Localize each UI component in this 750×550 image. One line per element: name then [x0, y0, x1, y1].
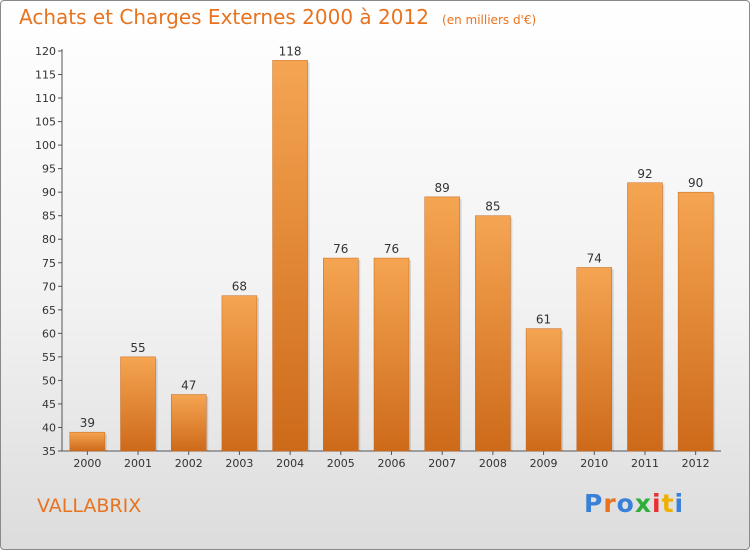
bar-value-label: 76: [384, 242, 399, 256]
bar-value-label: 61: [536, 313, 551, 327]
logo-letter: P: [584, 489, 604, 518]
x-tick-label: 2002: [175, 457, 203, 470]
x-tick-label: 2008: [479, 457, 507, 470]
axes: 35 40 45 50 55 60 65 70 75 80 85 90 95 100 105 110 115 12…: [35, 45, 721, 458]
x-tick-label: 2011: [631, 457, 659, 470]
y-tick-label: 95: [42, 163, 56, 176]
bar-value-label: 39: [80, 416, 95, 430]
logo-letter: x: [634, 489, 652, 518]
logo-letter: i: [652, 489, 662, 518]
chart-unit: (en milliers d'€): [442, 13, 537, 27]
bar-2012[interactable]: [677, 191, 714, 452]
chart-title-block: Achats et Charges Externes 2000 à 2012 (…: [19, 5, 536, 29]
logo-letter: o: [616, 489, 635, 518]
y-tick-label: 85: [42, 210, 56, 223]
bar-value-label: 85: [485, 200, 500, 214]
chart-title: Achats et Charges Externes 2000 à 2012: [19, 5, 429, 29]
y-tick-label: 105: [35, 116, 56, 129]
bar-2002[interactable]: [170, 394, 207, 452]
bar-2008[interactable]: [475, 215, 511, 452]
bar-value-label: 68: [232, 280, 247, 294]
labels: 2000 39 2001 55 2002 47 2003 68 2004 118 2005 76 200…: [73, 44, 709, 470]
bar-2009[interactable]: [525, 328, 562, 452]
bar-2011[interactable]: [627, 182, 663, 452]
commune-name: VALLABRIX: [37, 495, 142, 517]
bar-2001[interactable]: [120, 356, 156, 452]
brand-logo[interactable]: Proxiti: [584, 489, 684, 518]
x-tick-label: 2012: [682, 457, 710, 470]
y-tick-label: 45: [42, 398, 56, 411]
y-tick-label: 80: [42, 233, 56, 246]
bar-value-label: 55: [130, 341, 145, 355]
x-tick-label: 2006: [378, 457, 406, 470]
y-tick-label: 100: [35, 139, 56, 152]
y-tick-label: 90: [42, 186, 56, 199]
y-tick-label: 55: [42, 351, 56, 364]
bar-value-label: 76: [333, 242, 348, 256]
bar-value-label: 47: [181, 379, 196, 393]
x-tick-label: 2003: [225, 457, 253, 470]
x-tick-label: 2009: [530, 457, 558, 470]
y-tick-label: 35: [42, 445, 56, 458]
bar-2003[interactable]: [221, 295, 258, 452]
x-tick-label: 2001: [124, 457, 152, 470]
y-tick-label: 70: [42, 280, 56, 293]
x-tick-label: 2007: [428, 457, 456, 470]
bar-value-label: 92: [637, 167, 652, 181]
y-tick-label: 120: [35, 45, 56, 58]
x-tick-label: 2005: [327, 457, 355, 470]
bar-2007[interactable]: [424, 196, 460, 452]
logo-letter: i: [674, 489, 685, 518]
y-tick-label: 110: [35, 92, 56, 105]
y-tick-label: 115: [35, 69, 56, 82]
y-tick-label: 50: [42, 374, 56, 387]
logo-letter: t: [661, 489, 675, 518]
x-tick-label: 2000: [73, 457, 101, 470]
bar-2005[interactable]: [323, 257, 359, 452]
bar-value-label: 118: [279, 44, 302, 58]
bar-2004[interactable]: [272, 60, 308, 452]
bars: [69, 60, 716, 452]
bar-2010[interactable]: [576, 267, 613, 452]
logo-letter: r: [603, 489, 617, 518]
bar-2000[interactable]: [69, 431, 106, 452]
bar-value-label: 89: [435, 181, 450, 195]
bar-2006[interactable]: [373, 257, 410, 452]
x-tick-label: 2004: [276, 457, 304, 470]
y-tick-label: 65: [42, 304, 56, 317]
x-tick-label: 2010: [580, 457, 608, 470]
y-tick-label: 75: [42, 257, 56, 270]
bar-value-label: 90: [688, 176, 703, 190]
y-tick-label: 40: [42, 421, 56, 434]
y-tick-label: 60: [42, 327, 56, 340]
bar-value-label: 74: [587, 251, 602, 265]
